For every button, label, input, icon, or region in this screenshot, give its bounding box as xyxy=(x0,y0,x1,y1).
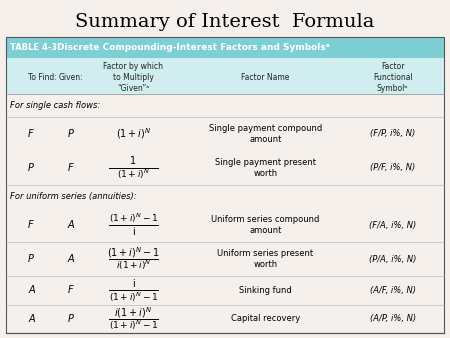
Text: P: P xyxy=(68,314,74,324)
Text: Uniform series present
worth: Uniform series present worth xyxy=(217,249,313,269)
Text: $(1 + i)^N$: $(1 + i)^N$ xyxy=(116,126,151,141)
Text: Single payment compound
amount: Single payment compound amount xyxy=(209,124,322,144)
Text: F: F xyxy=(68,285,73,295)
Text: (F/A, i%, N): (F/A, i%, N) xyxy=(369,220,416,230)
Text: Discrete Compounding-Interest Factors and Symbolsᵃ: Discrete Compounding-Interest Factors an… xyxy=(57,43,330,52)
Text: For uniform series (annuities):: For uniform series (annuities): xyxy=(10,192,137,201)
Text: i: i xyxy=(132,279,135,289)
Text: P: P xyxy=(28,254,34,264)
Text: (A/P, i%, N): (A/P, i%, N) xyxy=(369,314,416,323)
Text: For single cash flows:: For single cash flows: xyxy=(10,101,101,110)
Text: $i(1+i)^N$: $i(1+i)^N$ xyxy=(114,305,153,320)
Text: Uniform series compound
amount: Uniform series compound amount xyxy=(211,215,320,235)
Text: A: A xyxy=(28,285,35,295)
Text: F: F xyxy=(28,129,34,139)
Text: Given:: Given: xyxy=(58,73,83,82)
Text: P: P xyxy=(28,163,34,173)
Text: To Find:: To Find: xyxy=(28,73,57,82)
Text: TABLE 4-3: TABLE 4-3 xyxy=(10,43,58,52)
Text: Factor Name: Factor Name xyxy=(241,73,289,82)
Text: F: F xyxy=(28,220,34,230)
Text: Single payment present
worth: Single payment present worth xyxy=(215,158,316,178)
Text: Capital recovery: Capital recovery xyxy=(230,314,300,323)
Text: Factor
Functional
Symbolᵇ: Factor Functional Symbolᵇ xyxy=(373,62,413,93)
Text: A: A xyxy=(68,220,74,230)
Text: F: F xyxy=(68,163,73,173)
FancyBboxPatch shape xyxy=(6,58,444,94)
Text: (A/F, i%, N): (A/F, i%, N) xyxy=(370,286,416,295)
Text: Factor by which
to Multiply
“Given”ᵃ: Factor by which to Multiply “Given”ᵃ xyxy=(104,62,163,93)
Text: P: P xyxy=(68,129,74,139)
Text: A: A xyxy=(68,254,74,264)
Text: i: i xyxy=(132,227,135,237)
Text: $(1+i)^N-1$: $(1+i)^N-1$ xyxy=(108,290,158,304)
Text: (F/P, i%, N): (F/P, i%, N) xyxy=(370,129,415,138)
Text: Summary of Interest  Formula: Summary of Interest Formula xyxy=(75,13,375,31)
Text: $(1+i)^N$: $(1+i)^N$ xyxy=(117,168,150,181)
Text: $(1+i)^N-1$: $(1+i)^N-1$ xyxy=(107,245,160,260)
Text: (P/A, i%, N): (P/A, i%, N) xyxy=(369,255,416,264)
Text: A: A xyxy=(28,314,35,324)
Text: 1: 1 xyxy=(130,156,136,166)
Text: $(1+i)^N-1$: $(1+i)^N-1$ xyxy=(108,212,158,225)
Text: $i(1+i)^N$: $i(1+i)^N$ xyxy=(116,259,151,272)
Text: Sinking fund: Sinking fund xyxy=(239,286,292,295)
FancyBboxPatch shape xyxy=(6,37,444,58)
Text: $(1+i)^N-1$: $(1+i)^N-1$ xyxy=(108,319,158,332)
Text: (P/F, i%, N): (P/F, i%, N) xyxy=(370,163,415,172)
